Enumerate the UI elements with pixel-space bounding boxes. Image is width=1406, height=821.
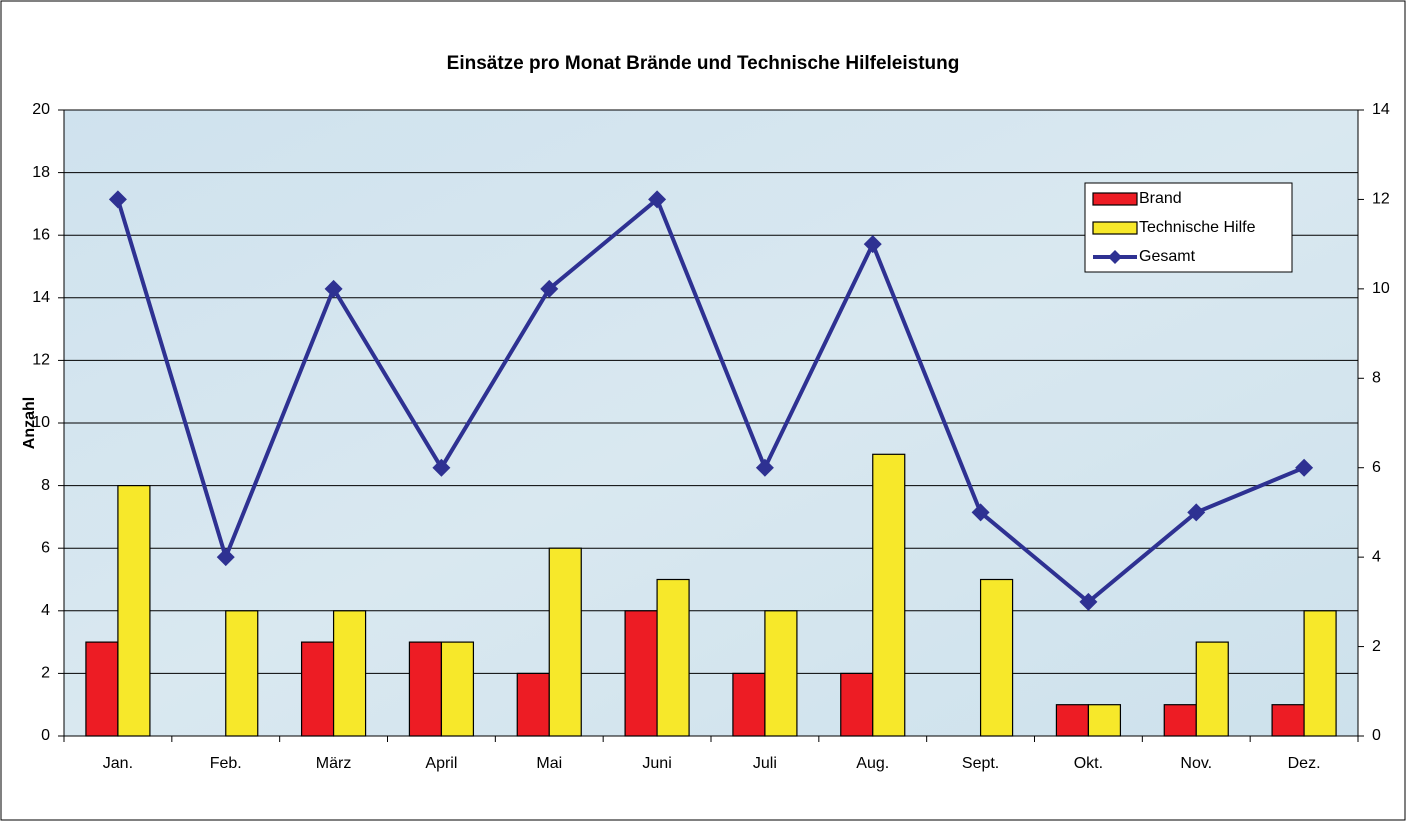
x-tick-label: Dez. [1288, 755, 1321, 772]
bar [440, 641, 475, 737]
y2-tick-label: 0 [1372, 727, 1381, 744]
bar [300, 641, 335, 737]
y-tick-label: 4 [41, 602, 50, 619]
bar [85, 641, 119, 737]
marker [648, 190, 667, 209]
bar [117, 485, 151, 737]
x-tick-label: Feb. [210, 755, 242, 772]
marker [108, 190, 127, 209]
x-tick-label: Aug. [856, 755, 889, 772]
marker [432, 458, 451, 477]
bar [1303, 610, 1337, 737]
x-tick-label: Sept. [962, 755, 999, 772]
bar [840, 672, 874, 737]
x-tick-label: Juli [753, 755, 777, 772]
y-tick-label: 2 [41, 665, 50, 682]
legend-swatch [1092, 192, 1138, 206]
bar [764, 610, 798, 737]
y2-tick-label: 2 [1372, 638, 1381, 655]
y2-tick-label: 8 [1372, 370, 1381, 387]
y-tick-label: 12 [32, 352, 50, 369]
marker [324, 279, 343, 298]
legend-label: Brand [1139, 190, 1182, 207]
bar [1163, 704, 1197, 737]
bar [656, 578, 690, 737]
bar [872, 453, 906, 737]
chart-title: Einsätze pro Monat Brände und Technische… [447, 53, 960, 74]
y-axis-label: Anzahl [21, 397, 38, 449]
bar [548, 547, 582, 737]
bar [732, 672, 766, 737]
bar [624, 610, 658, 737]
y2-tick-label: 10 [1372, 280, 1390, 297]
marker [216, 548, 235, 567]
y2-tick-label: 12 [1372, 191, 1390, 208]
y-tick-label: 18 [32, 164, 50, 181]
bar [1055, 704, 1090, 737]
x-tick-label: April [425, 755, 457, 772]
bar [332, 610, 367, 737]
y-tick-label: 16 [32, 226, 50, 243]
x-tick-label: Nov. [1180, 755, 1212, 772]
y-tick-label: 6 [41, 539, 50, 556]
legend-label: Gesamt [1139, 248, 1196, 265]
bar [516, 672, 550, 737]
x-tick-label: März [316, 755, 352, 772]
legend-marker [1108, 250, 1122, 264]
y2-tick-label: 4 [1372, 548, 1381, 565]
y-tick-label: 10 [32, 414, 50, 431]
marker [863, 235, 882, 254]
y-tick-label: 20 [32, 101, 50, 118]
marker [1187, 503, 1206, 522]
marker [971, 503, 990, 522]
x-tick-label: Mai [536, 755, 562, 772]
marker [540, 279, 559, 298]
x-tick-label: Jan. [103, 755, 133, 772]
y2-tick-label: 14 [1372, 101, 1390, 118]
x-tick-label: Juni [642, 755, 671, 772]
bar [1195, 641, 1229, 737]
marker [755, 458, 774, 477]
marker [1295, 458, 1314, 477]
x-tick-label: Okt. [1074, 755, 1103, 772]
bar [225, 610, 259, 737]
bar [408, 641, 443, 737]
bar [1087, 704, 1122, 737]
marker [1079, 592, 1098, 611]
y-tick-label: 14 [32, 289, 50, 306]
y-tick-label: 8 [41, 477, 50, 494]
bar [979, 578, 1014, 737]
line [116, 196, 1305, 605]
bar [1271, 704, 1305, 737]
y-tick-label: 0 [41, 727, 50, 744]
legend-label: Technische Hilfe [1139, 219, 1256, 236]
y2-tick-label: 6 [1372, 459, 1381, 476]
legend-swatch [1092, 221, 1138, 235]
